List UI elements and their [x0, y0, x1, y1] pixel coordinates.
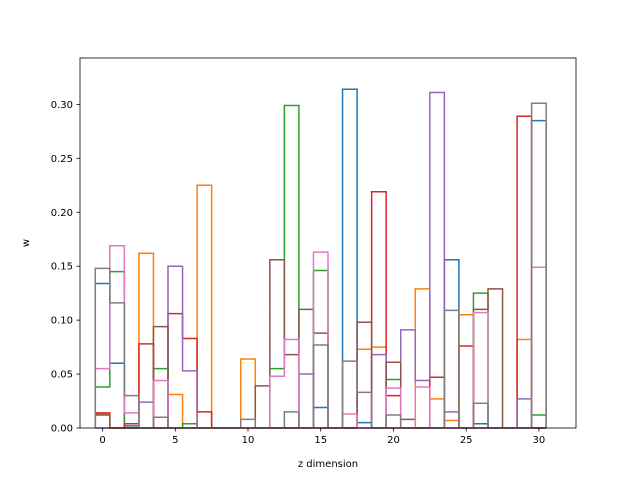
y-tick-label: 0.20	[51, 208, 73, 219]
y-tick-label: 0.15	[51, 262, 73, 273]
plot-area	[94, 88, 547, 429]
histogram-series-1	[94, 88, 547, 429]
histogram-series-8	[94, 102, 547, 429]
x-tick-label: 0	[99, 435, 105, 446]
x-tick-label: 15	[314, 435, 327, 446]
x-tick-label: 25	[460, 435, 473, 446]
y-tick-label: 0.05	[51, 370, 73, 381]
y-tick-label: 0.00	[51, 424, 73, 435]
x-tick-label: 5	[172, 435, 178, 446]
x-axis-ticks: 0 5 10 15 20 25 30	[99, 428, 545, 446]
x-tick-label: 30	[533, 435, 546, 446]
y-tick-label: 0.25	[51, 154, 73, 165]
histogram-series-5	[95, 91, 547, 429]
axes-frame	[79, 57, 577, 429]
y-tick-label: 0.10	[51, 316, 73, 327]
histogram-series-3	[94, 104, 547, 429]
y-tick-label: 0.30	[51, 100, 73, 111]
plot-frame	[79, 57, 577, 429]
x-tick-label: 20	[387, 435, 400, 446]
x-axis-label: z dimension	[298, 459, 358, 470]
histogram-series-2	[94, 184, 547, 429]
histogram-series-7	[94, 244, 547, 429]
y-axis-label: w	[21, 239, 32, 247]
x-tick-label: 10	[242, 435, 255, 446]
y-axis-ticks: 0.00 0.05 0.10 0.15 0.20 0.25 0.30	[51, 100, 80, 435]
